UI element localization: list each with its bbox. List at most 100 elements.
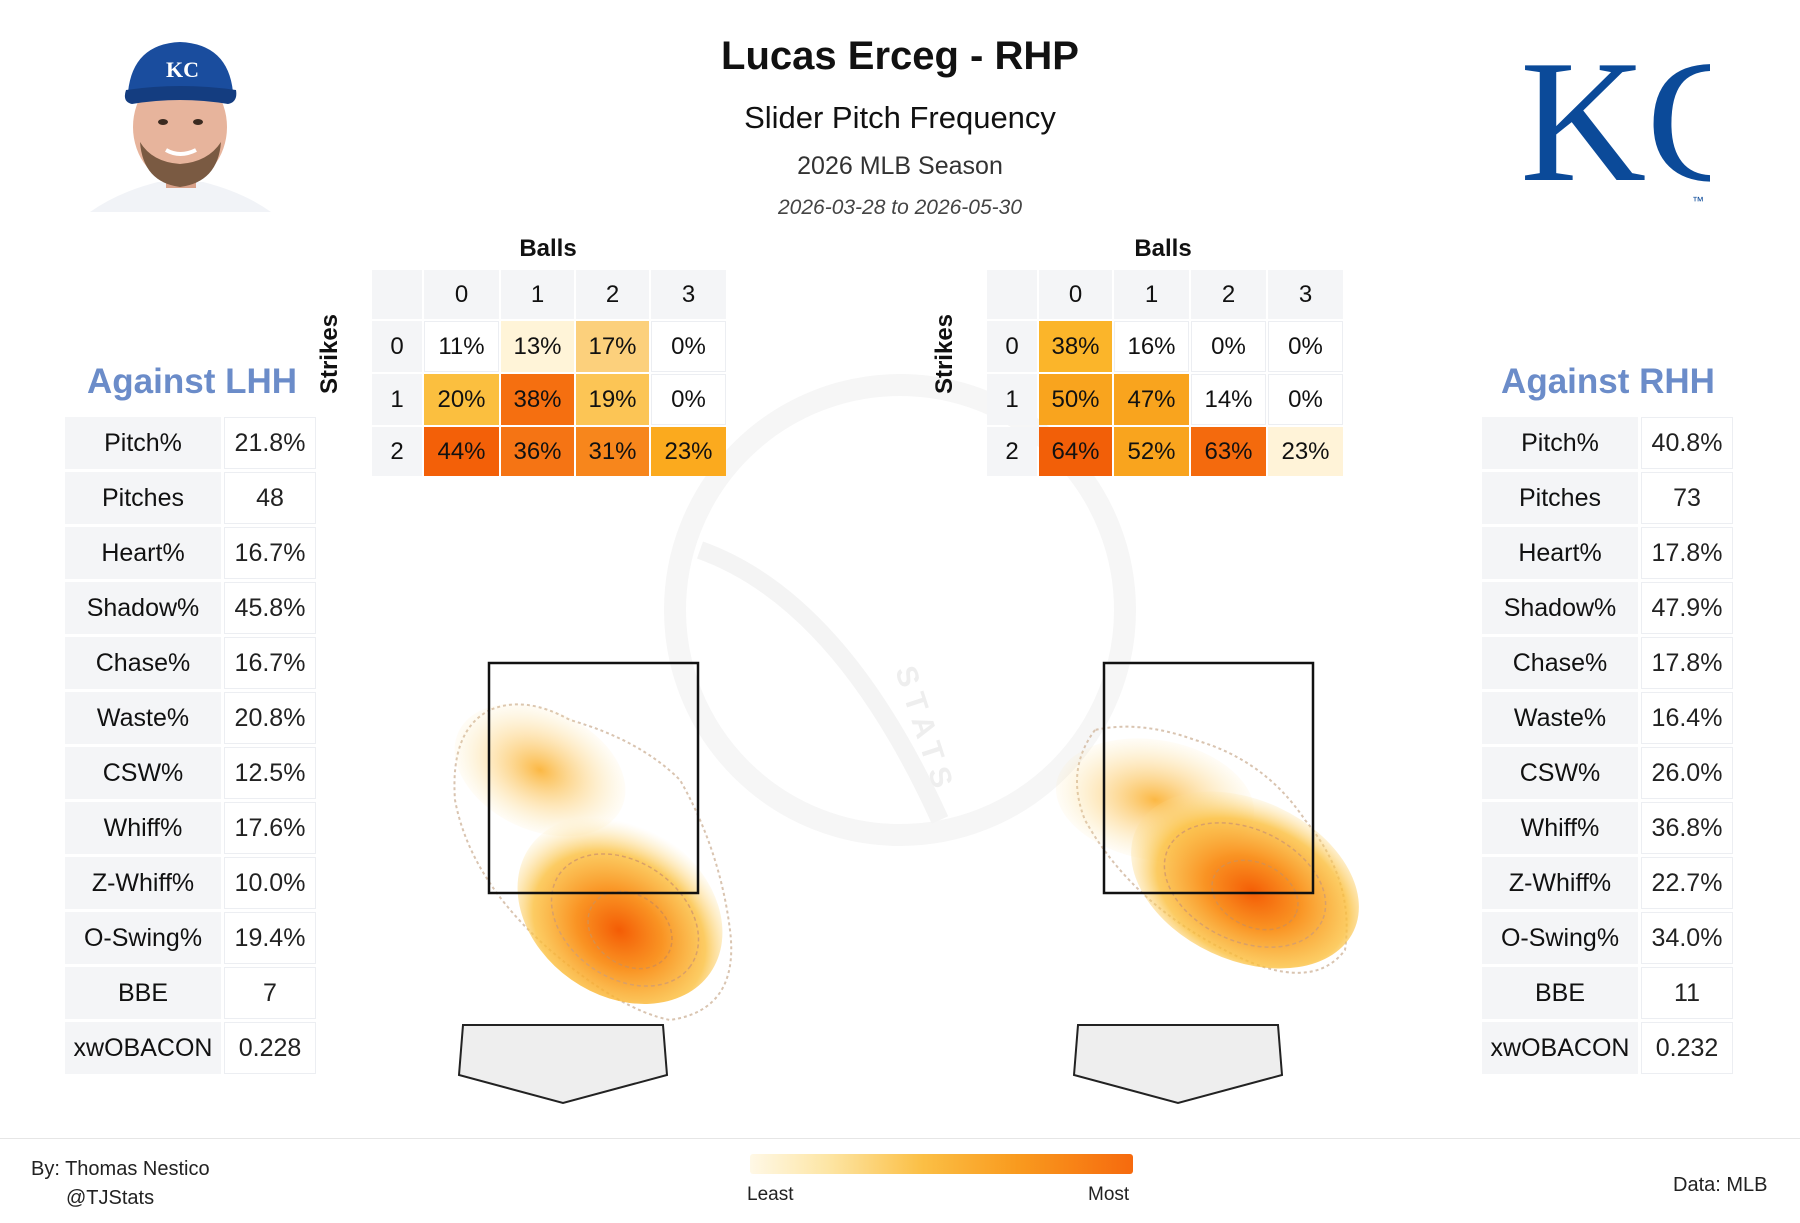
density-blob-upper [454,703,626,837]
right-count-cell: 0% [1268,321,1343,372]
right-count-cell: 23% [1268,427,1343,476]
left-stat-label: Pitch% [65,417,221,469]
svg-text:KC: KC [166,57,199,82]
left-count-cell: 11% [424,321,499,372]
left-stat-value: 16.7% [224,527,316,579]
density-blob-core [1131,791,1359,969]
right-stat-label: Heart% [1482,527,1638,579]
right-stat-value: 26.0% [1641,747,1733,799]
left-count-cell: 13% [501,321,574,372]
left-stat-row: CSW% 12.5% [65,747,316,799]
right-stat-label: Pitch% [1482,417,1638,469]
density-blob-core [517,816,723,1004]
left-stat-row: Z-Whiff% 10.0% [65,857,316,909]
footer-source: Data: MLB [1673,1174,1768,1196]
left-count-cell: 38% [501,374,574,425]
left-stat-value: 0.228 [224,1022,316,1074]
right-stat-label: Whiff% [1482,802,1638,854]
right-grid-corner [987,270,1037,319]
right-count-cell: 0% [1268,374,1343,425]
left-stat-label: Shadow% [65,582,221,634]
left-home-plate [457,1024,669,1105]
right-ylabel: Strikes [931,313,958,395]
left-stat-value: 12.5% [224,747,316,799]
right-stat-value: 47.9% [1641,582,1733,634]
left-strikes-tick: 1 [372,374,422,425]
right-stat-row: Pitches 73 [1482,472,1733,524]
right-stat-label: Shadow% [1482,582,1638,634]
right-count-cell: 52% [1114,427,1189,476]
left-stat-value: 21.8% [224,417,316,469]
left-count-cell: 31% [576,427,649,476]
left-stat-label: O-Swing% [65,912,221,964]
right-stat-value: 16.4% [1641,692,1733,744]
left-stat-value: 16.7% [224,637,316,689]
footer-author: By: Thomas Nestico [31,1158,210,1180]
right-stat-label: xwOBACON [1482,1022,1638,1074]
right-count-cell: 0% [1191,321,1266,372]
left-balls-tick: 2 [576,270,649,319]
right-stat-row: xwOBACON 0.232 [1482,1022,1733,1074]
left-stat-row: Pitch% 21.8% [65,417,316,469]
left-stat-label: BBE [65,967,221,1019]
right-balls-tick: 1 [1114,270,1189,319]
left-stat-row: Chase% 16.7% [65,637,316,689]
right-stat-label: Z-Whiff% [1482,857,1638,909]
right-count-cell: 63% [1191,427,1266,476]
left-xlabel: Balls [519,235,577,262]
left-count-cell: 0% [651,321,726,372]
right-stat-label: Pitches [1482,472,1638,524]
right-stats-table: Pitch% 40.8% Pitches 73 Heart% 17.8% Shadow% 47… [1479,414,1736,1077]
right-stat-value: 11 [1641,967,1733,1019]
left-count-cell: 23% [651,427,726,476]
left-count-cell: 36% [501,427,574,476]
left-grid-corner [372,270,422,319]
right-stat-value: 17.8% [1641,527,1733,579]
left-stat-value: 17.6% [224,802,316,854]
left-stat-label: Chase% [65,637,221,689]
right-stat-row: Z-Whiff% 22.7% [1482,857,1733,909]
right-stat-row: CSW% 26.0% [1482,747,1733,799]
left-stat-label: Pitches [65,472,221,524]
left-count-cell: 44% [424,427,499,476]
left-stat-label: CSW% [65,747,221,799]
left-stat-label: Z-Whiff% [65,857,221,909]
footer-divider [0,1138,1800,1139]
right-stat-value: 17.8% [1641,637,1733,689]
right-stat-row: Whiff% 36.8% [1482,802,1733,854]
right-stat-label: Waste% [1482,692,1638,744]
watermark: STATS [664,374,1136,846]
left-strikes-tick: 2 [372,427,422,476]
trademark: ™ [1692,194,1704,208]
player-headshot: KC [90,42,271,212]
colorbar-max-label: Most [1088,1184,1130,1205]
left-stat-value: 20.8% [224,692,316,744]
left-balls-tick: 1 [501,270,574,319]
right-stat-row: BBE 11 [1482,967,1733,1019]
right-strikes-tick: 2 [987,427,1037,476]
left-stat-value: 10.0% [224,857,316,909]
left-balls-tick: 0 [424,270,499,319]
left-stat-value: 45.8% [224,582,316,634]
right-count-cell: 47% [1114,374,1189,425]
left-stat-row: Heart% 16.7% [65,527,316,579]
right-xlabel: Balls [1134,235,1192,262]
right-stat-row: Heart% 17.8% [1482,527,1733,579]
left-stat-row: Whiff% 17.6% [65,802,316,854]
right-location-plot [1055,661,1359,1105]
colorbar-min-label: Least [747,1184,794,1205]
right-count-grid: 0 1 2 3 0 38% 16% 0% 0% 1 50% 47% 14% 0% 2 64% 52% 63% 23% [985,268,1345,478]
left-ylabel: Strikes [316,313,343,395]
left-stat-row: O-Swing% 19.4% [65,912,316,964]
left-strike-zone [487,661,700,895]
right-count-cell: 64% [1039,427,1112,476]
right-panel-title: Against RHH [1501,362,1715,401]
chart-subtitle: Slider Pitch Frequency [744,100,1056,135]
right-stat-row: O-Swing% 34.0% [1482,912,1733,964]
left-stat-row: Waste% 20.8% [65,692,316,744]
footer-handle: @TJStats [66,1187,155,1209]
left-count-cell: 19% [576,374,649,425]
right-stat-value: 0.232 [1641,1022,1733,1074]
left-stat-value: 7 [224,967,316,1019]
team-logo: KC ™ [1520,30,1710,218]
